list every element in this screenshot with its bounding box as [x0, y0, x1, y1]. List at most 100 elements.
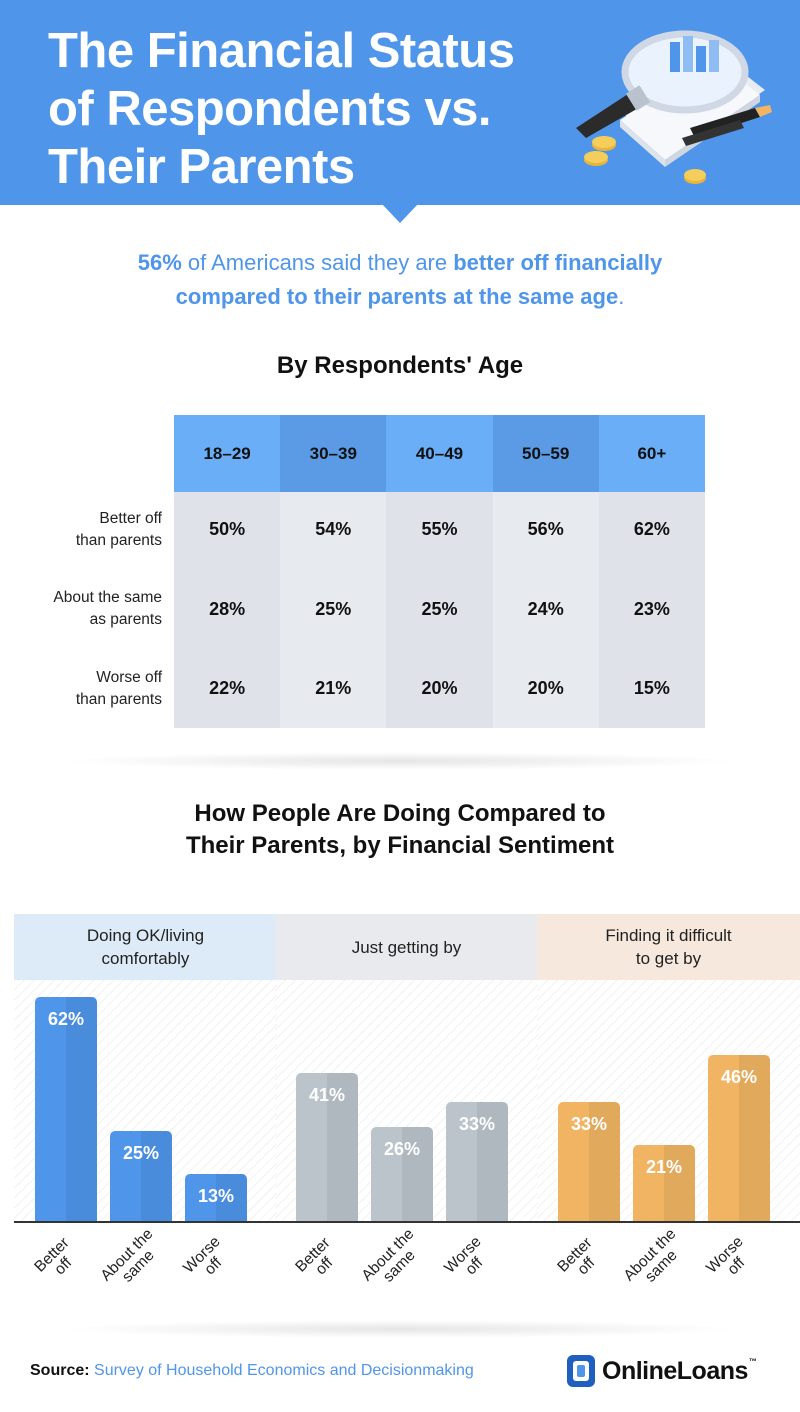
x-axis-label: Better off [538, 1218, 624, 1304]
bar-2: 21% [633, 1145, 695, 1221]
x-axis-label: Worse off [688, 1218, 774, 1304]
intro-text: of Americans said they are [181, 250, 454, 275]
intro-line-1: 56% of Americans said they are better of… [0, 246, 800, 280]
logo-wordmark: OnlineLoans [602, 1356, 748, 1385]
age-value-cell: 28% [209, 598, 246, 619]
title-line-2: of Respondents vs. [48, 82, 491, 136]
magnifier-documents-illustration [576, 30, 772, 184]
bar-shade [589, 1101, 620, 1221]
bar-value-label: 13% [197, 1186, 235, 1207]
age-column-2: 30–39 54% 25% 21% [280, 415, 387, 728]
sentiment-title-line-1: How People Are Doing Compared to [194, 800, 606, 827]
bar-3: 33% [446, 1101, 508, 1221]
x-axis-label: About the same [613, 1218, 699, 1304]
intro-emphasis-2: compared to their parents at the same ag… [175, 284, 619, 309]
panel-header-line: Just getting by [351, 937, 462, 957]
bar-shade [66, 997, 97, 1221]
bar-value-label: 41% [308, 1084, 346, 1105]
age-column-body: 55% 25% 20% [386, 492, 493, 728]
age-column-header: 50–59 [492, 415, 599, 492]
x-axis-baseline [14, 1221, 277, 1223]
panel-header-line: comfortably [101, 949, 190, 968]
intro-emphasis-1: better off financially [453, 250, 663, 275]
page-title: The Financial Status of Respondents vs. … [48, 22, 588, 196]
source-label: Source: [30, 1362, 90, 1379]
age-column-body: 56% 24% 20% [492, 492, 599, 728]
title-line-1: The Financial Status [48, 24, 515, 78]
sentiment-section-title: How People Are Doing Compared to Their P… [0, 798, 800, 862]
bar-2: 26% [371, 1127, 433, 1221]
bar-value-label: 33% [458, 1113, 496, 1134]
age-value-cell: 62% [633, 518, 670, 539]
age-column-header: 60+ [598, 415, 705, 492]
bar-shade [402, 1127, 433, 1221]
age-table: 18–29 50% 28% 22% 30–39 54% 25% 21% 40–49 55% 25% 2… [174, 415, 705, 728]
bar-shade [327, 1072, 358, 1221]
panel-header-text: Just getting by [352, 936, 462, 959]
age-row-label-line: than parents [75, 691, 162, 708]
panel-header-line: Finding it difficult [605, 926, 732, 945]
age-value-cell: 50% [209, 518, 246, 539]
panel-header: Just getting by [275, 914, 538, 980]
bar-value-label: 46% [720, 1066, 758, 1087]
bar-1: 41% [296, 1072, 358, 1221]
logo-icon [567, 1355, 595, 1387]
age-column-header: 18–29 [174, 415, 281, 492]
age-row-label: Worse off than parents [10, 667, 162, 711]
x-axis-label: Better off [15, 1218, 101, 1304]
bar-shade [739, 1054, 770, 1221]
x-axis-label: Worse off [426, 1218, 512, 1304]
banner-pointer [382, 204, 418, 223]
age-value-cell: 24% [527, 598, 564, 619]
age-row-label-line: Better off [99, 510, 162, 527]
bar-shade [477, 1101, 508, 1221]
age-column-body: 50% 28% 22% [174, 492, 281, 728]
age-column-3: 40–49 55% 25% 20% [386, 415, 493, 728]
age-column-4: 50–59 56% 24% 20% [492, 415, 599, 728]
x-axis-baseline [537, 1221, 800, 1223]
onlineloans-logo: OnlineLoans™ [566, 1352, 757, 1390]
bar-value-label: 25% [122, 1142, 160, 1163]
age-value-cell: 22% [209, 677, 246, 698]
logo-text: OnlineLoans™ [602, 1356, 757, 1386]
intro-statement: 56% of Americans said they are better of… [0, 246, 800, 314]
age-value-cell: 21% [315, 677, 352, 698]
bar-3: 13% [185, 1174, 247, 1221]
source-citation: Source: Survey of Household Economics an… [30, 1362, 474, 1380]
age-row-label: About the same as parents [10, 587, 162, 631]
sentiment-title-line-2: Their Parents, by Financial Sentiment [185, 832, 615, 859]
x-axis-label: About the same [90, 1218, 176, 1304]
age-row-label-line: About the same [53, 589, 162, 606]
section-divider-shadow [60, 752, 740, 770]
age-row-label: Better off than parents [10, 508, 162, 552]
age-value-cell: 55% [421, 518, 458, 539]
bar-shade [141, 1130, 172, 1221]
bar-value-label: 62% [47, 1009, 85, 1029]
bar-1: 33% [558, 1101, 620, 1221]
intro-line-2: compared to their parents at the same ag… [0, 280, 800, 314]
panel-header: Finding it difficult to get by [537, 914, 800, 980]
age-column-5: 60+ 62% 23% 15% [598, 415, 705, 728]
bar-3: 46% [708, 1054, 770, 1221]
intro-period: . [618, 284, 625, 309]
x-axis-baseline [275, 1221, 538, 1223]
bar-shade [664, 1145, 695, 1221]
age-column-body: 54% 25% 21% [280, 492, 387, 728]
age-value-cell: 54% [315, 518, 352, 539]
bar-value-label: 21% [645, 1157, 683, 1178]
age-value-cell: 25% [421, 598, 458, 619]
footer-divider-shadow [60, 1320, 740, 1338]
age-value-cell: 56% [527, 518, 564, 539]
bar-value-label: 33% [570, 1113, 608, 1134]
age-value-cell: 15% [633, 677, 670, 698]
panel-header-text: Doing OK/living comfortably [87, 924, 204, 970]
age-value-cell: 23% [633, 598, 670, 619]
bar-value-label: 26% [383, 1139, 421, 1160]
age-section-title: By Respondents' Age [276, 352, 524, 379]
bar-shade [216, 1174, 247, 1221]
intro-percent: 56% [137, 250, 182, 275]
age-row-label-line: as parents [89, 611, 162, 628]
age-column-header: 40–49 [386, 415, 493, 492]
title-line-3: Their Parents [48, 140, 355, 194]
panel-header-line: to get by [635, 949, 702, 968]
